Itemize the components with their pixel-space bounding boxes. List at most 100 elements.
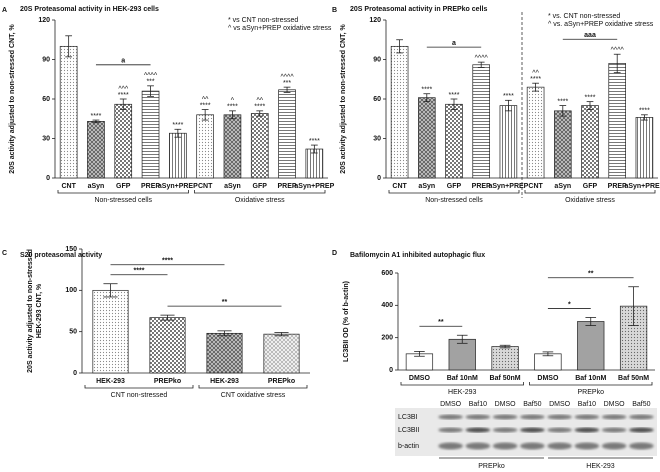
bar: [526, 86, 545, 179]
error-bar: [414, 351, 425, 357]
blot-band: [465, 414, 491, 420]
significance-label: ****: [639, 108, 650, 115]
lane-label: Baf10: [469, 401, 487, 408]
significance-label: ****: [503, 93, 514, 100]
bar: [554, 110, 572, 179]
bar: [263, 333, 300, 374]
note: * vs. CNT non-stressed: [548, 13, 620, 20]
panel-letter: A: [2, 7, 7, 14]
blot-band: [438, 414, 463, 420]
bar: [577, 321, 605, 371]
error-bar: [274, 332, 289, 337]
error-bar: [542, 351, 554, 357]
bar: [581, 105, 599, 179]
row-label: b-actin: [398, 443, 419, 450]
note: * vs CNT non-stressed: [228, 17, 298, 24]
bracket-label: ****: [134, 268, 145, 275]
error-bar: [229, 110, 236, 120]
blot-band: [574, 414, 600, 420]
x-tick-label: Baf 50nM: [490, 375, 521, 382]
significance-label: ***: [283, 80, 291, 87]
bar: [250, 113, 269, 179]
error-bar: [423, 93, 431, 103]
bracket-label: **: [222, 299, 228, 306]
y-tick-label: 0: [46, 175, 50, 182]
x-tick-label: aSyn+PREP: [294, 183, 334, 190]
error-bar: [160, 314, 175, 321]
bracket-label: aaa: [584, 32, 596, 39]
x-tick-label: Baf 10nM: [575, 375, 606, 382]
significance-label: ****: [449, 92, 460, 99]
lane-label: DMSO: [549, 401, 571, 408]
error-bar: [147, 85, 154, 97]
y-axis-label: 20S activity adjusted to non-stressed CN…: [9, 24, 16, 174]
y-tick-label: 30: [373, 135, 381, 142]
bar: [223, 114, 242, 179]
group-line: [194, 190, 326, 194]
y-tick-label: 60: [373, 96, 381, 103]
note: ^ vs aSyn+PREP oxidative stress: [228, 25, 332, 32]
blot-band: [492, 442, 518, 450]
y-axis-label: 20S activity adjusted to non-stressed CN…: [340, 24, 347, 174]
significance-label: ^^^^: [280, 74, 294, 81]
error-bar: [628, 286, 639, 326]
panel-letter: C: [2, 250, 7, 257]
lane-label: DMSO: [604, 401, 626, 408]
x-tick-label: CNT: [528, 183, 543, 190]
y-tick-label: 100: [65, 287, 77, 294]
blot-band: [520, 414, 545, 420]
significance-label: ^^: [202, 96, 209, 103]
group-line: [529, 382, 653, 386]
group-line: [400, 382, 524, 386]
bar: [206, 332, 243, 374]
x-tick-label: GFP: [253, 183, 268, 190]
bar: [114, 103, 133, 179]
x-tick-label: PREP: [472, 183, 491, 190]
group-label: HEK-293: [448, 389, 477, 396]
bar: [196, 114, 214, 179]
error-bar: [450, 98, 458, 110]
x-tick-label: PREPko: [268, 378, 295, 385]
row-label: LC3BI: [398, 414, 418, 421]
y-tick-label: 150: [65, 246, 77, 253]
y-tick-label: 200: [381, 335, 393, 342]
chart-title: Bafilomycin A1 inhibited autophagic flux: [350, 252, 485, 259]
error-bar: [559, 105, 567, 117]
significance-label: ****: [90, 113, 101, 120]
blot-band: [574, 427, 600, 433]
bracket-label: *: [568, 301, 571, 308]
x-tick-label: HEK-293: [210, 378, 239, 385]
error-bar: [396, 39, 403, 54]
lane-label: DMSO: [495, 401, 517, 408]
x-tick-label: aSyn+PREP: [624, 183, 660, 190]
error-bar: [613, 53, 621, 74]
y-axis-label: LC3BII OD (% of b-actin): [343, 281, 350, 362]
blot-band: [520, 442, 545, 450]
x-tick-label: aSyn+PREP: [488, 183, 528, 190]
y-tick-label: 60: [42, 96, 50, 103]
lane-label: Baf50: [632, 401, 650, 408]
x-tick-label: aSyn+PREP: [158, 183, 198, 190]
chart-title: 20S Proteasomal activity in HEK-293 cell…: [20, 6, 159, 13]
blot-band: [601, 427, 627, 433]
x-tick-label: DMSO: [409, 375, 431, 382]
significance-label: ^^: [532, 70, 539, 77]
bracket-label: **: [588, 271, 594, 278]
note: ^ vs. aSyn+PREP oxidative stress: [548, 21, 654, 28]
y-tick-label: 90: [42, 56, 50, 63]
row-label: LC3BII: [398, 427, 419, 434]
significance-label: ^^: [256, 98, 263, 105]
y-tick-label: 120: [38, 17, 50, 24]
blot-band: [492, 414, 518, 420]
bar: [149, 317, 186, 374]
blot-band: [438, 427, 463, 433]
significance-label: ****: [227, 104, 238, 111]
x-tick-label: CNT: [61, 183, 76, 190]
x-tick-label: DMSO: [537, 375, 559, 382]
x-tick-label: GFP: [116, 183, 131, 190]
bar: [635, 117, 654, 179]
bar: [92, 289, 129, 374]
blot-group-label: PREPko: [478, 463, 505, 470]
blot-band: [574, 442, 600, 450]
